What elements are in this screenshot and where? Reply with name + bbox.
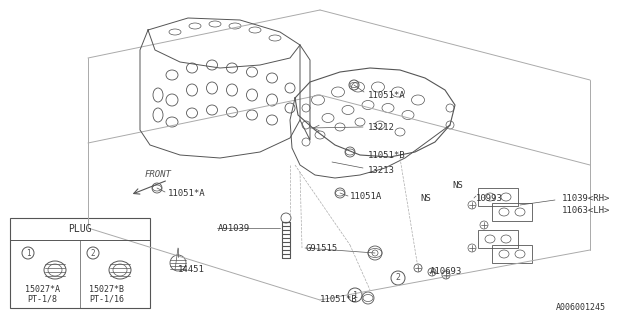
Text: PT-1/8: PT-1/8 [27, 294, 57, 303]
Bar [492, 203, 532, 221]
Text: FRONT: FRONT [145, 170, 172, 179]
Text: 2: 2 [91, 249, 95, 258]
Text: NS: NS [420, 194, 431, 203]
Text: 11051*B: 11051*B [368, 150, 406, 159]
Text: 11051*A: 11051*A [368, 91, 406, 100]
Bar [478, 230, 518, 248]
Text: 1: 1 [26, 249, 30, 258]
Text: 10993: 10993 [476, 194, 503, 203]
Text: 11051*B: 11051*B [320, 295, 358, 305]
Bar [492, 245, 532, 263]
Text: NS: NS [452, 180, 463, 189]
Text: 1: 1 [353, 291, 358, 300]
Text: 11051A: 11051A [350, 191, 382, 201]
Bar [478, 188, 518, 206]
Text: G91515: G91515 [306, 244, 339, 252]
Text: 13212: 13212 [368, 123, 395, 132]
Text: 15027*A: 15027*A [24, 284, 60, 293]
Text: A006001245: A006001245 [556, 303, 606, 313]
Text: 13213: 13213 [368, 165, 395, 174]
Text: A91039: A91039 [218, 223, 250, 233]
Bar [10, 218, 150, 308]
Text: 11051*A: 11051*A [168, 188, 205, 197]
Text: 14451: 14451 [178, 266, 205, 275]
Text: 11039<RH>: 11039<RH> [562, 194, 611, 203]
Text: 2: 2 [396, 274, 401, 283]
Text: A10693: A10693 [430, 268, 462, 276]
Text: PLUG: PLUG [68, 224, 92, 234]
Text: PT-1/16: PT-1/16 [90, 294, 125, 303]
Text: 15027*B: 15027*B [90, 284, 125, 293]
Text: 11063<LH>: 11063<LH> [562, 205, 611, 214]
